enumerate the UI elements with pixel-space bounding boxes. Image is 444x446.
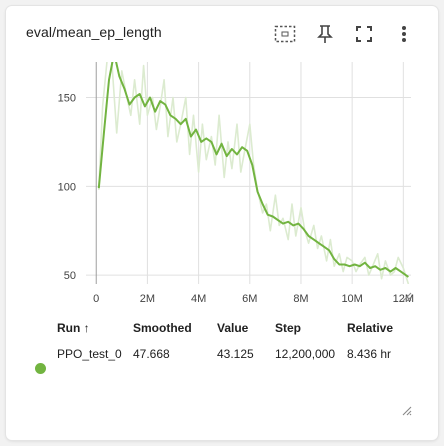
x-tick-label: 4M	[191, 293, 206, 305]
fit-domain-icon[interactable]	[273, 22, 297, 46]
chart-title: eval/mean_ep_length	[26, 24, 162, 40]
y-axis: 50 100 150	[58, 93, 76, 283]
x-tick-label: 8M	[293, 293, 308, 305]
cell-step: 12,200,000	[275, 347, 336, 361]
col-header-smoothed: Smoothed	[133, 321, 192, 335]
y-tick-label: 50	[64, 270, 76, 282]
col-header-run[interactable]: Run ↑	[57, 321, 90, 335]
x-tick-label: 2M	[140, 293, 155, 305]
resize-handle-chart-icon[interactable]	[400, 290, 412, 302]
y-tick-label: 100	[58, 181, 76, 193]
x-tick-label: 0	[93, 293, 99, 305]
col-header-relative: Relative	[347, 321, 394, 335]
series-line-raw	[98, 62, 410, 284]
pin-icon[interactable]	[313, 22, 337, 46]
cell-run: PPO_test_0	[57, 347, 122, 361]
series-line-smoothed	[97, 62, 409, 278]
cell-relative: 8.436 hr	[347, 347, 392, 361]
col-header-value: Value	[217, 321, 249, 335]
cell-value: 43.125	[217, 347, 254, 361]
run-color-dot[interactable]	[35, 363, 46, 374]
grid	[86, 62, 411, 284]
resize-handle-table-icon[interactable]	[400, 404, 412, 416]
fullscreen-icon[interactable]	[352, 22, 376, 46]
x-tick-label: 10M	[341, 293, 362, 305]
more-vert-icon[interactable]	[392, 22, 416, 46]
y-tick-label: 150	[58, 93, 76, 105]
x-axis: 0 2M 4M 6M 8M 10M 12M	[93, 293, 414, 305]
col-header-step: Step	[275, 321, 302, 335]
cell-smoothed: 47.668	[133, 347, 170, 361]
series	[97, 62, 410, 284]
chart-card	[6, 6, 438, 440]
x-tick-label: 6M	[242, 293, 257, 305]
